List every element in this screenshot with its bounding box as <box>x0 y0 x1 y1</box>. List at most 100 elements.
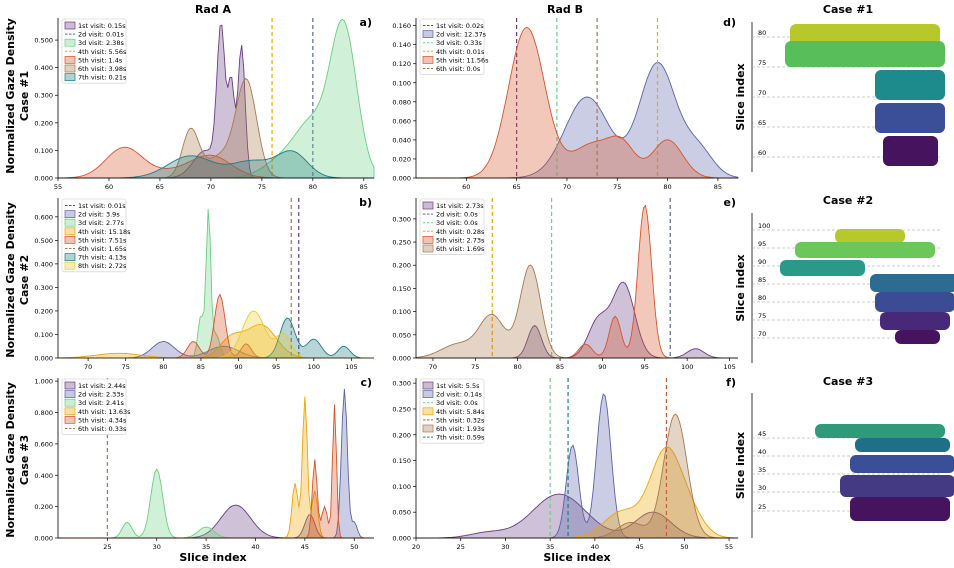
y-tick-label: 0.400 <box>34 260 53 268</box>
y-tick-label: 0.200 <box>34 503 53 511</box>
brain-slab <box>875 103 945 133</box>
slice-tick-label: 40 <box>758 448 766 456</box>
y-tick-label: 0.300 <box>392 215 411 223</box>
x-tick-label: 85 <box>197 363 205 371</box>
x-tick-label: 45 <box>301 543 309 551</box>
x-tick-label: 105 <box>723 363 735 371</box>
legend-entry: 5th visit: 4.34s <box>78 416 127 424</box>
legend-entry: 7th visit: 0.21s <box>78 74 127 82</box>
x-tick-label: 25 <box>103 543 111 551</box>
brain-slab <box>850 497 950 521</box>
legend-box <box>61 198 127 273</box>
x-tick-label: 60 <box>105 183 113 191</box>
row-case-label-3: Case #3 <box>18 435 31 485</box>
panel-letter: a) <box>360 16 372 29</box>
x-tick-label: 85 <box>714 183 722 191</box>
panel-letter: c) <box>360 376 372 389</box>
y-tick-label: 0.040 <box>392 136 411 144</box>
chart-panel-c: 0.000 0.200 0.400 0.600 0.800 1.000 25 30 35 40 45… <box>34 376 374 551</box>
y-tick-label: 0.000 <box>392 175 411 183</box>
y-tick-label: 0.150 <box>392 457 411 465</box>
legend-entry: 5th visit: 2.73s <box>436 236 485 244</box>
legend-swatch <box>64 56 76 64</box>
y-tick-label: 0.600 <box>34 213 53 221</box>
legend-swatch <box>64 253 76 261</box>
chart-panel-b: 0.000 0.100 0.200 0.300 0.400 0.500 0.600 70 75 8… <box>34 196 374 371</box>
legend-swatch <box>422 236 434 244</box>
brain-slab <box>780 260 865 276</box>
y-tick-label: 0.300 <box>34 284 53 292</box>
legend-entry: 3d visit: 0.0s <box>436 399 478 407</box>
y-tick-label: 0.200 <box>392 262 411 270</box>
brain-slab <box>795 242 935 258</box>
legend-entry: 7th visit: 0.59s <box>436 434 485 442</box>
brain-slab <box>815 424 945 438</box>
panel-letter: d) <box>723 16 736 29</box>
x-tick-label: 75 <box>471 363 479 371</box>
legend-entry: 3d visit: 0.0s <box>436 219 478 227</box>
x-tick-label: 80 <box>663 183 671 191</box>
legend-entry: 4th visit: 0.01s <box>436 48 485 56</box>
legend-entry: 2d visit: 0.01s <box>78 31 124 39</box>
y-tick-label: 0.060 <box>392 117 411 125</box>
slice-tick-label: 65 <box>758 119 766 127</box>
row-ylabel-3: Normalized Gaze Density <box>4 382 17 538</box>
legend-entry: 6th visit: 0.33s <box>78 425 127 433</box>
row-case-label-1: Case #1 <box>18 71 31 121</box>
legend-swatch <box>64 21 76 30</box>
legend-entry: 5th visit: 0.32s <box>436 416 485 424</box>
y-tick-label: 0.000 <box>34 355 53 363</box>
brain-ylabel: Slice index <box>734 254 747 321</box>
legend-entry: 6th visit: 1.69s <box>436 245 485 253</box>
y-tick-label: 0.800 <box>34 409 53 417</box>
legend-swatch <box>64 416 76 424</box>
legend-entry: 4th visit: 5.56s <box>78 48 127 56</box>
brain-slab <box>785 41 945 67</box>
x-tick-label: 70 <box>207 183 215 191</box>
legend-entry: 2d visit: 0.0s <box>436 211 478 219</box>
legend-box <box>419 198 485 255</box>
x-tick-label: 100 <box>308 363 320 371</box>
y-tick-label: 0.080 <box>392 98 411 106</box>
x-tick-label: 65 <box>156 183 164 191</box>
x-tick-label: 35 <box>202 543 210 551</box>
col-header-rad-b: Rad B <box>547 3 583 16</box>
y-tick-label: 1.000 <box>34 378 53 386</box>
legend-entry: 1st visit: 5.5s <box>436 382 480 390</box>
y-tick-label: 0.140 <box>392 41 411 49</box>
x-tick-label: 40 <box>251 543 259 551</box>
y-tick-label: 0.200 <box>34 119 53 127</box>
panel-letter: e) <box>724 196 737 209</box>
y-tick-label: 0.100 <box>392 79 411 87</box>
chart-panel-e: 0.000 0.050 0.100 0.150 0.200 0.250 0.300 70 75 8… <box>392 196 738 371</box>
legend-box <box>61 18 127 84</box>
legend-swatch <box>422 201 434 210</box>
x-tick-label: 65 <box>512 183 520 191</box>
y-tick-label: 0.200 <box>34 307 53 315</box>
legend-entry: 2d visit: 0.14s <box>436 391 482 399</box>
legend-entry: 4th visit: 15.18s <box>78 228 131 236</box>
x-tick-label: 40 <box>591 543 599 551</box>
legend-swatch <box>422 244 434 253</box>
y-tick-label: 0.000 <box>392 535 411 543</box>
slice-tick-label: 70 <box>758 330 766 338</box>
row-ylabel-2: Normalized Gaze Density <box>4 202 17 358</box>
row-case-label-2: Case #2 <box>18 255 31 305</box>
brain-rendering-case-3: 45 40 35 30 25 Slice index <box>734 393 954 538</box>
y-tick-label: 0.020 <box>392 155 411 163</box>
density-area-series-5 <box>58 293 374 359</box>
legend-swatch <box>64 227 76 236</box>
x-tick-label: 60 <box>462 183 470 191</box>
legend-entry: 6th visit: 0.0s <box>436 65 481 73</box>
y-tick-label: 0.100 <box>392 308 411 316</box>
legend-swatch <box>422 407 434 416</box>
xlabel-rad-a: Slice index <box>179 551 246 564</box>
x-tick-label: 70 <box>563 183 571 191</box>
brain-slab <box>895 330 940 344</box>
legend-entry: 3d visit: 2.41s <box>78 399 124 407</box>
brain-title-case2: Case #2 <box>823 194 873 207</box>
slice-tick-label: 70 <box>758 89 766 97</box>
legend-box <box>61 378 127 435</box>
legend-entry: 3d visit: 2.38s <box>78 39 124 47</box>
